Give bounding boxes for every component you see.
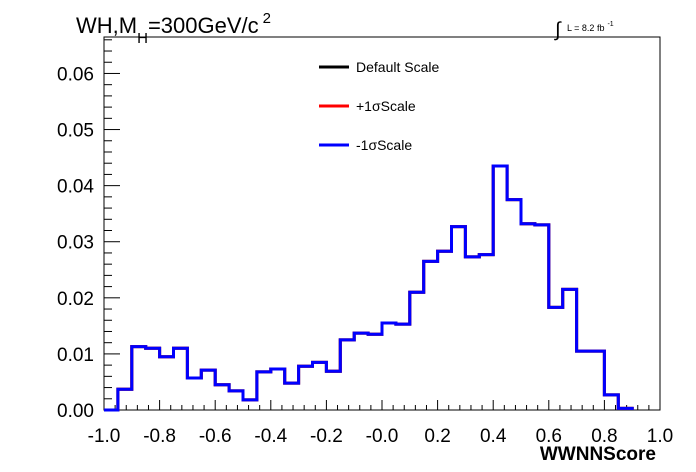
y-tick-label: 0.01 <box>57 345 94 366</box>
x-axis-label: WWNNScore <box>540 444 656 465</box>
x-tick-label: -0.4 <box>254 426 287 447</box>
lumi-superscript: -1 <box>607 21 613 28</box>
x-tick-label: 0.2 <box>424 426 450 447</box>
title-prefix: WH,M <box>76 13 137 38</box>
x-tick-label: -0.0 <box>366 426 399 447</box>
y-tick-label: 0.05 <box>57 121 94 142</box>
y-tick-label: 0.02 <box>57 289 94 310</box>
y-tick-label: 0.03 <box>57 233 94 254</box>
lumi-label: L = 8.2 fb -1 <box>567 21 614 33</box>
title-subscript: H <box>137 30 148 47</box>
x-tick-label: -0.6 <box>199 426 232 447</box>
legend-label-plus1sigma: +1σScale <box>356 98 416 114</box>
series-layer <box>104 164 634 412</box>
x-tick-label: -0.8 <box>143 426 176 447</box>
x-tick-label: -0.2 <box>310 426 343 447</box>
title-superscript: 2 <box>263 10 271 27</box>
x-tick-label: -1.0 <box>88 426 121 447</box>
y-tick-label: 0.04 <box>57 177 94 198</box>
lumi-text: L = 8.2 fb <box>567 23 604 33</box>
title-suffix: =300GeV/c <box>148 13 259 38</box>
lumi-integral-symbol: ∫ <box>554 19 562 41</box>
x-tick-label: 0.4 <box>480 426 507 447</box>
series-line-2 <box>104 164 634 412</box>
x-tick-label: 0.6 <box>536 426 562 447</box>
x-tick-label: 1.0 <box>647 426 673 447</box>
y-tick-label: 0.00 <box>57 401 94 422</box>
chart-title: WH,MH=300GeV/c 2 <box>76 10 271 47</box>
legend-label-default: Default Scale <box>356 59 439 75</box>
y-axis: 0.00 0.01 0.02 0.03 0.04 0.05 0.06 <box>57 39 120 422</box>
y-tick-label: 0.06 <box>57 64 94 85</box>
x-axis: -1.0 -0.8 -0.6 -0.4 -0.2 -0.0 0.2 0.4 0.6 0.8 1.0 <box>88 400 673 447</box>
x-tick-label: 0.8 <box>591 426 617 447</box>
legend: Default Scale +1σScale -1σScale <box>319 59 439 153</box>
legend-label-minus1sigma: -1σScale <box>356 137 412 153</box>
